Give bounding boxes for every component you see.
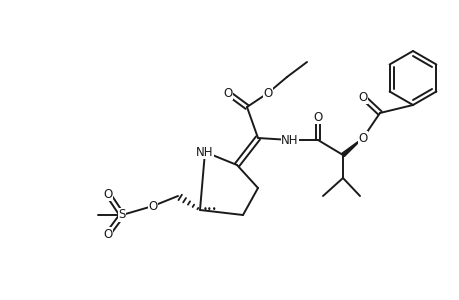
Text: O: O bbox=[223, 86, 232, 100]
Text: NH: NH bbox=[280, 134, 298, 146]
Text: NH: NH bbox=[196, 146, 213, 158]
Polygon shape bbox=[341, 138, 362, 157]
Text: O: O bbox=[103, 227, 112, 241]
Text: O: O bbox=[103, 188, 112, 200]
Text: O: O bbox=[263, 86, 272, 100]
Text: O: O bbox=[313, 110, 322, 124]
Text: •••: ••• bbox=[202, 206, 217, 214]
Text: O: O bbox=[148, 200, 157, 212]
Text: O: O bbox=[358, 131, 367, 145]
Text: S: S bbox=[118, 208, 125, 221]
Text: O: O bbox=[358, 91, 367, 103]
